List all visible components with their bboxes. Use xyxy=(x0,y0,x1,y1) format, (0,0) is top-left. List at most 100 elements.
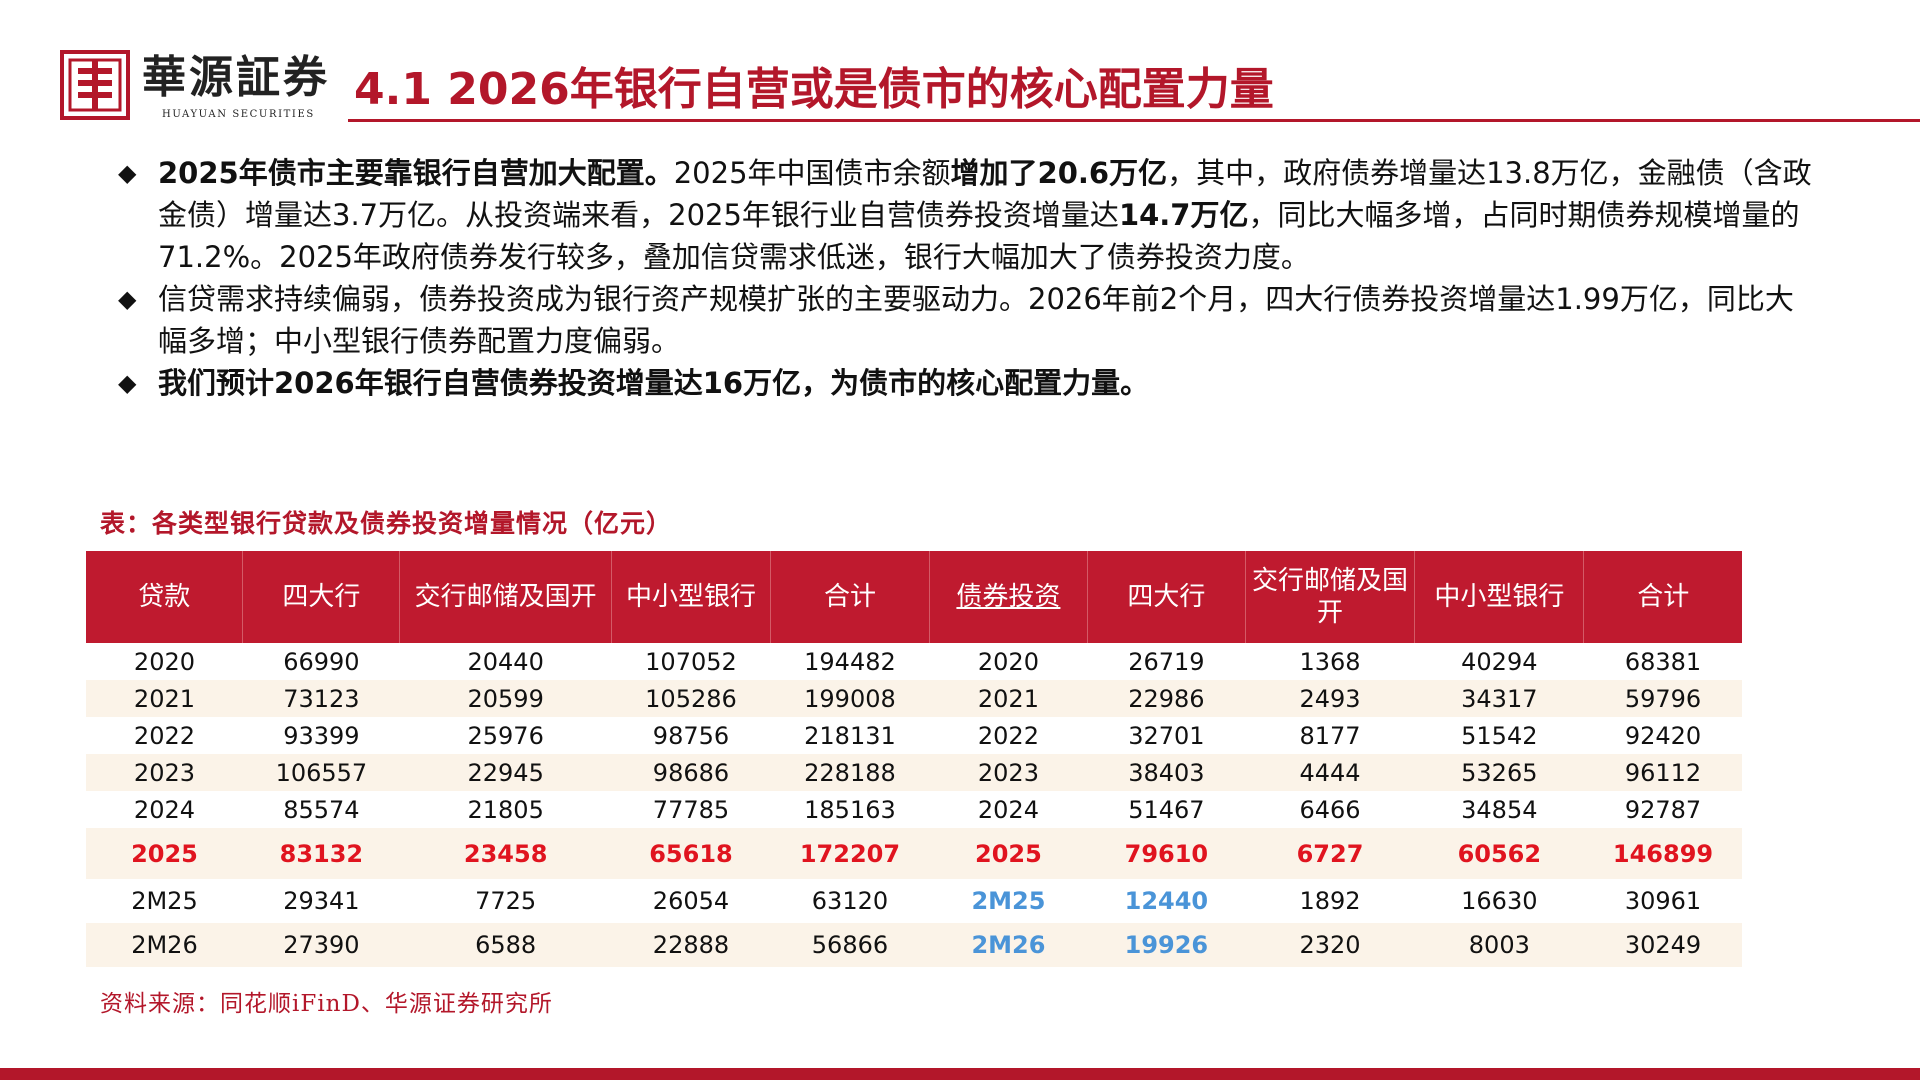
table-header-cell: 中小型银行 xyxy=(1414,551,1585,643)
source-note: 资料来源：同花顺iFinD、华源证券研究所 xyxy=(100,991,553,1017)
table-cell: 96112 xyxy=(1583,754,1742,791)
table-cell: 83132 xyxy=(242,828,400,879)
table-header-cell: 贷款 xyxy=(86,551,244,643)
table-cell: 26054 xyxy=(652,887,730,915)
table-header-cell: 合计 xyxy=(770,551,930,643)
table-header-cell: 交行邮储及国开 xyxy=(399,551,612,643)
table-cell: 98756 xyxy=(652,721,730,750)
table-cell: 185163 xyxy=(804,795,896,824)
table-row: 2M25 29341 7725 26054 63120 2M25 12440 1892 1663… xyxy=(86,879,1742,923)
bottom-bar xyxy=(0,1068,1920,1080)
title-divider xyxy=(348,119,1920,122)
table-cell: 66990 xyxy=(283,647,360,676)
table-cell: 16630 xyxy=(1461,887,1538,915)
table-cell: 73123 xyxy=(242,680,400,717)
table-cell: 146899 xyxy=(1583,828,1742,879)
brand-logo: 華源証券 HUAYUAN SECURITIES xyxy=(142,48,342,122)
table-cell: 22888 xyxy=(611,923,771,967)
table-cell: 12440 xyxy=(1124,887,1209,915)
table-cell: 2020 xyxy=(977,647,1039,676)
table-cell: 172207 xyxy=(770,828,930,879)
bullet-segment: 我们预计2026年银行自营债券投资增量达16万亿，为债市的核心配置力量。 xyxy=(158,366,1150,400)
table-cell: 20599 xyxy=(399,680,612,717)
table-cell: 194482 xyxy=(804,647,896,676)
table-header-cell: 四大行 xyxy=(242,551,401,643)
table-cell: 25976 xyxy=(467,721,544,750)
table-cell: 79610 xyxy=(1087,828,1246,879)
table-cell: 4444 xyxy=(1245,754,1415,791)
table-cell: 2024 xyxy=(977,795,1039,824)
table-cell: 1368 xyxy=(1299,647,1361,676)
table-header-cell: 合计 xyxy=(1583,551,1742,643)
table-cell: 107052 xyxy=(645,647,737,676)
table-cell: 2023 xyxy=(929,754,1088,791)
table-cell: 38403 xyxy=(1087,754,1246,791)
table-cell: 92420 xyxy=(1624,721,1702,750)
table-cell: 19926 xyxy=(1087,923,1246,967)
bullet-segment: ，其中，政府债券增量达13.8万亿，金融债（含政金债）增量达3.7万亿。从投资端… xyxy=(158,156,1812,232)
table-cell: 40294 xyxy=(1461,647,1538,676)
table-cell: 63120 xyxy=(811,887,889,915)
table-cell: 65618 xyxy=(611,828,771,879)
table-cell: 56866 xyxy=(770,923,930,967)
bullet-text: 信贷需求持续偏弱，债券投资成为银行资产规模扩张的主要驱动力。2026年前2个月，… xyxy=(158,278,1818,362)
table-cell: 32701 xyxy=(1128,721,1205,750)
table-cell: 2320 xyxy=(1245,923,1415,967)
table-header-cell: 中小型银行 xyxy=(611,551,771,643)
table-cell: 6727 xyxy=(1245,828,1415,879)
table-caption: 表：各类型银行贷款及债券投资增量情况（亿元） xyxy=(100,509,673,538)
table-cell: 27390 xyxy=(242,923,400,967)
table-cell: 34317 xyxy=(1414,680,1584,717)
logo-icon xyxy=(60,50,130,120)
table-cell: 85574 xyxy=(283,795,360,824)
diamond-icon: ◆ xyxy=(118,159,137,187)
table-cell: 59796 xyxy=(1583,680,1742,717)
table-cell: 29341 xyxy=(283,887,360,915)
table-cell: 51467 xyxy=(1128,795,1205,824)
table-cell: 23458 xyxy=(399,828,612,879)
table-cell: 30249 xyxy=(1583,923,1742,967)
table-cell: 2023 xyxy=(86,754,243,791)
table-cell: 34854 xyxy=(1461,795,1538,824)
table-cell: 20440 xyxy=(467,647,544,676)
bullet-segment: 14.7万亿 xyxy=(1118,198,1249,232)
bullet-list: ◆ 2025年债市主要靠银行自营加大配置。2025年中国债市余额增加了20.6万亿… xyxy=(118,152,1818,404)
bullet-item: ◆ 我们预计2026年银行自营债券投资增量达16万亿，为债市的核心配置力量。 xyxy=(118,362,1818,404)
bullet-segment: ，同比大幅多增，占同时期债券规模增量的71.2%。2025年政府债券发行较多，叠… xyxy=(158,198,1800,274)
table-cell: 1892 xyxy=(1299,887,1361,915)
table-cell: 6466 xyxy=(1299,795,1361,824)
table-cell: 228188 xyxy=(770,754,930,791)
bullet-item: ◆ 2025年债市主要靠银行自营加大配置。2025年中国债市余额增加了20.6万亿… xyxy=(118,152,1818,278)
table-cell: 2025 xyxy=(86,828,243,879)
table-cell: 2M25 xyxy=(971,887,1046,915)
table-cell: 2022 xyxy=(977,721,1039,750)
bullet-text: 2025年债市主要靠银行自营加大配置。2025年中国债市余额增加了20.6万亿，… xyxy=(158,152,1818,278)
table-cell: 60562 xyxy=(1414,828,1584,879)
table-cell: 2022 xyxy=(133,721,195,750)
table-cell: 2M25 xyxy=(131,887,198,915)
table-cell: 8177 xyxy=(1299,721,1361,750)
table-cell: 199008 xyxy=(770,680,930,717)
table-row: 2022 93399 25976 98756 218131 2022 32701 8177 51… xyxy=(86,717,1742,754)
bullet-text: 我们预计2026年银行自营债券投资增量达16万亿，为债市的核心配置力量。 xyxy=(158,362,1818,404)
table-cell: 7725 xyxy=(475,887,537,915)
data-table: 贷款 四大行 交行邮储及国开 中小型银行 合计 债券投资 四大行 交行邮储及国开 中小型银行 合计… xyxy=(86,551,1742,967)
table-cell: 2025 xyxy=(929,828,1088,879)
table-row: 2025 83132 23458 65618 172207 2025 79610 6727 60… xyxy=(86,828,1742,879)
table-cell: 2024 xyxy=(133,795,195,824)
table-cell: 22945 xyxy=(399,754,612,791)
table-cell: 22986 xyxy=(1087,680,1246,717)
table-cell: 26719 xyxy=(1128,647,1205,676)
table-cell: 2021 xyxy=(929,680,1088,717)
table-cell: 98686 xyxy=(611,754,771,791)
table-body: 2020 66990 20440 107052 194482 2020 26719 1368 4… xyxy=(86,643,1742,967)
table-cell: 8003 xyxy=(1414,923,1584,967)
bullet-segment: 信贷需求持续偏弱，债券投资成为银行资产规模扩张的主要驱动力。2026年前2个月，… xyxy=(158,282,1794,358)
table-row: 2021 73123 20599 105286 199008 2021 22986 2493 3… xyxy=(86,680,1742,717)
page-title: 4.1 2026年银行自营或是债市的核心配置力量 xyxy=(354,64,1274,115)
table-cell: 2493 xyxy=(1245,680,1415,717)
table-row: 2020 66990 20440 107052 194482 2020 26719 1368 4… xyxy=(86,643,1742,680)
table-cell: 2020 xyxy=(133,647,195,676)
table-cell: 2M26 xyxy=(929,923,1088,967)
table-row: 2024 85574 21805 77785 185163 2024 51467 6466 34… xyxy=(86,791,1742,828)
